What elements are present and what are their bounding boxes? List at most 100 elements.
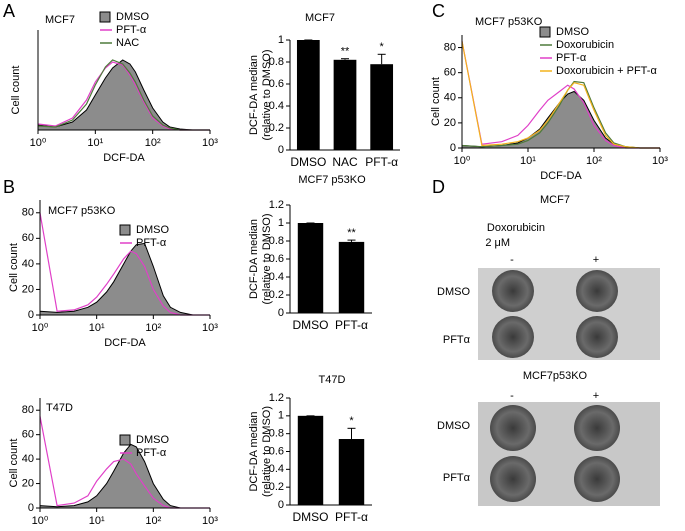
y-tick-label: 1.2 [269,392,284,404]
y-tick-label: 0 [278,307,284,319]
y-tick-label: 20 [444,117,456,129]
y-tick-label: 0.4 [269,463,284,475]
y-axis-label: Cell count [8,243,20,292]
y-tick-label: 60 [22,232,34,244]
y-axis-label: Cell count [430,77,442,126]
legend-label: NAC [116,37,139,49]
y-axis-label: (relative to DMSO) [261,49,273,140]
y-tick-label: 1 [278,34,284,46]
y-tick-label: 0.8 [269,428,284,440]
y-tick-label: 40 [22,453,34,465]
x-axis-label: DCF-DA [104,530,146,531]
bar [333,59,357,150]
chart-title: MCF7 p53KO [475,16,543,28]
y-tick-label: 40 [444,92,456,104]
column-label: + [593,390,599,402]
y-tick-label: 0.6 [269,253,284,265]
x-tick-label: 10¹ [520,155,536,167]
x-tick-label: 10³ [652,155,668,167]
y-axis-label: (relative to DMSO) [261,213,273,304]
histogram-curve [37,59,210,131]
histogram-curve [461,41,660,149]
panel-label: D [432,177,445,197]
legend-label: DMSO [136,224,169,236]
x-tick-label: 10¹ [87,137,103,149]
x-tick-label: NAC [332,155,358,169]
y-tick-label: 0.8 [269,235,284,247]
treatment-label: Doxorubicin [487,222,545,234]
significance: * [380,41,385,53]
legend-swatch [119,434,131,446]
x-tick-label: DMSO [290,155,326,169]
y-tick-label: 0.2 [269,122,284,134]
x-tick-label: PFT-α [335,318,368,332]
x-tick-label: 10² [145,515,161,527]
chart-title: T47D [319,374,346,386]
x-axis-label: DCF-DA [103,152,145,164]
x-tick-label: PFT-α [335,510,368,524]
x-tick-label: 10² [145,322,161,334]
x-tick-label: 10³ [202,515,218,527]
y-axis-label: Cell count [8,439,20,488]
histogram-curve [461,41,660,149]
column-label: + [593,254,599,266]
legend-swatch [539,26,551,38]
plate-title: MCF7p53KO [523,370,588,382]
row-label: PFTα [443,472,471,484]
y-tick-label: 0 [450,142,456,154]
y-tick-label: 60 [22,429,34,441]
y-tick-label: 0 [28,502,34,514]
well [576,316,618,358]
bar [296,40,320,150]
y-tick-label: 0 [28,309,34,321]
chart-title: MCF7 [45,14,75,26]
histogram-curve [39,242,210,316]
legend-label: PFT-α [116,24,147,36]
y-axis-label: (relative to DMSO) [261,406,273,497]
y-tick-label: 80 [22,207,34,219]
chart-title: T47D [46,402,73,414]
well [574,456,620,502]
well [490,405,536,451]
y-tick-label: 60 [444,67,456,79]
well [576,270,618,312]
bar [338,241,365,313]
y-tick-label: 0.6 [269,78,284,90]
x-tick-label: DMSO [293,510,329,524]
row-label: DMSO [437,420,470,432]
bar [338,439,365,505]
well [492,270,534,312]
well [574,405,620,451]
plate-title: MCF7 [540,194,570,206]
histogram-curve [39,212,210,316]
x-tick-label: 10⁰ [32,515,49,527]
y-tick-label: 0.2 [269,289,284,301]
legend-label: PFT-α [136,237,167,249]
row-label: PFTα [443,334,471,346]
column-label: - [510,390,514,402]
plate-panel: MCF7 Doxorubicin 2 μM - + DMSO PFTα MCF7… [437,194,660,506]
histogram-curve [39,443,210,509]
bar [370,64,394,150]
y-tick-label: 80 [444,41,456,53]
y-tick-label: 0.8 [269,56,284,68]
well [492,316,534,358]
y-tick-label: 0.6 [269,445,284,457]
significance: ** [341,46,350,58]
legend-label: DMSO [136,434,169,446]
significance: * [349,415,354,427]
row-label: DMSO [437,286,470,298]
legend-label: PFT-α [136,447,167,459]
x-axis-label: DCF-DA [540,170,582,182]
y-tick-label: 0.4 [269,271,284,283]
y-axis-label: DCF-DA median [248,55,260,135]
x-tick-label: 10¹ [89,322,105,334]
legend-swatch [119,224,131,236]
x-tick-label: 10¹ [89,515,105,527]
x-tick-label: DMSO [293,318,329,332]
y-tick-label: 40 [22,258,34,270]
y-axis-label: Cell count [10,66,22,115]
x-tick-label: 10³ [202,322,218,334]
x-tick-label: 10⁰ [30,137,47,149]
